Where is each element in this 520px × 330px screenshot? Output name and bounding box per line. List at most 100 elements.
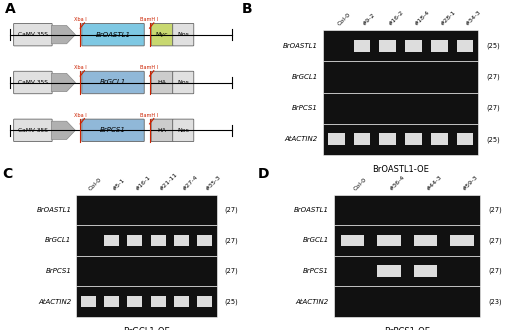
Text: #16-1: #16-1 [135, 174, 152, 191]
Text: Xba I: Xba I [74, 17, 86, 22]
FancyBboxPatch shape [173, 23, 194, 46]
Bar [457, 40, 473, 52]
Bar [174, 235, 189, 246]
FancyBboxPatch shape [14, 23, 52, 46]
Text: Xba I: Xba I [74, 113, 86, 118]
Bar [405, 40, 422, 52]
Bar [323, 61, 478, 92]
Text: BamH I: BamH I [140, 17, 159, 22]
Bar [380, 40, 396, 52]
Text: #9-2: #9-2 [362, 13, 376, 27]
Text: BrPCS1-OE: BrPCS1-OE [384, 327, 430, 330]
Text: BrOASTL1: BrOASTL1 [96, 32, 131, 38]
Text: Col-0: Col-0 [88, 177, 103, 191]
Text: AtACTIN2: AtACTIN2 [296, 299, 329, 305]
Text: (25): (25) [224, 298, 238, 305]
FancyBboxPatch shape [82, 71, 144, 94]
Bar [76, 195, 217, 225]
Text: HA: HA [158, 128, 166, 133]
FancyBboxPatch shape [151, 119, 173, 142]
Text: BrGCL1-OE: BrGCL1-OE [123, 327, 170, 330]
Bar [323, 124, 478, 155]
Text: C: C [3, 167, 13, 181]
Bar [405, 133, 422, 145]
Text: AtACTIN2: AtACTIN2 [284, 136, 318, 142]
Text: #18-4: #18-4 [413, 10, 431, 27]
Text: Xba I: Xba I [74, 65, 86, 70]
Polygon shape [51, 121, 75, 140]
Bar [127, 296, 142, 307]
Bar [341, 235, 365, 246]
Bar [151, 235, 166, 246]
Bar [431, 40, 448, 52]
Text: #5-1: #5-1 [111, 177, 126, 191]
Text: (27): (27) [488, 207, 502, 213]
Text: BamH I: BamH I [140, 113, 159, 118]
FancyBboxPatch shape [151, 71, 173, 94]
Text: (27): (27) [488, 268, 502, 274]
Bar [457, 133, 473, 145]
Bar [174, 296, 189, 307]
Bar [76, 286, 217, 317]
Text: (27): (27) [224, 207, 238, 213]
Polygon shape [51, 25, 75, 44]
Bar [76, 225, 217, 256]
FancyBboxPatch shape [151, 23, 173, 46]
Text: D: D [257, 167, 269, 181]
Text: (23): (23) [488, 298, 502, 305]
Bar [377, 235, 401, 246]
Bar [334, 225, 480, 256]
Text: AtACTIN2: AtACTIN2 [38, 299, 71, 305]
FancyBboxPatch shape [173, 119, 194, 142]
Bar [414, 265, 437, 277]
FancyBboxPatch shape [14, 71, 52, 94]
FancyBboxPatch shape [82, 23, 144, 46]
Bar [127, 235, 142, 246]
Bar [450, 235, 474, 246]
Text: Nos: Nos [177, 128, 189, 133]
Text: #44-3: #44-3 [425, 174, 443, 191]
Polygon shape [51, 73, 75, 92]
Text: A: A [5, 2, 16, 16]
Bar [414, 235, 437, 246]
Bar [354, 133, 370, 145]
Text: Nos: Nos [177, 80, 189, 85]
Text: BrGCL1: BrGCL1 [292, 74, 318, 80]
Bar [104, 296, 119, 307]
Text: BrGCL1: BrGCL1 [100, 80, 126, 85]
Bar [104, 235, 119, 246]
Bar [354, 40, 370, 52]
Text: #28-1: #28-1 [439, 10, 457, 27]
Text: BrGCL1: BrGCL1 [45, 238, 71, 244]
Text: BrPCS1: BrPCS1 [292, 105, 318, 111]
Text: Myc: Myc [156, 32, 168, 37]
Bar [380, 133, 396, 145]
Text: BrOASTL1-OE: BrOASTL1-OE [372, 165, 429, 174]
Text: #35-3: #35-3 [205, 174, 222, 191]
Text: BrGCL1: BrGCL1 [303, 238, 329, 244]
Text: #27-4: #27-4 [181, 174, 199, 191]
Text: CaMV 35S: CaMV 35S [18, 80, 48, 85]
Text: CaMV 35S: CaMV 35S [18, 32, 48, 37]
Bar [334, 195, 480, 225]
Text: #59-3: #59-3 [462, 174, 479, 191]
Bar [323, 30, 478, 61]
Text: B: B [242, 2, 253, 16]
FancyBboxPatch shape [173, 71, 194, 94]
Text: (27): (27) [224, 237, 238, 244]
Text: #36-4: #36-4 [389, 174, 406, 191]
Text: (25): (25) [486, 43, 500, 49]
Text: CaMV 35S: CaMV 35S [18, 128, 48, 133]
Text: BrPCS1: BrPCS1 [100, 127, 126, 133]
FancyBboxPatch shape [82, 119, 144, 142]
Text: #21-11: #21-11 [158, 172, 178, 191]
Text: BrOASTL1: BrOASTL1 [36, 207, 71, 213]
FancyBboxPatch shape [14, 119, 52, 142]
Bar [197, 235, 213, 246]
Text: (27): (27) [486, 74, 500, 80]
Text: (27): (27) [486, 105, 500, 112]
Text: #16-2: #16-2 [388, 10, 405, 27]
Text: (27): (27) [224, 268, 238, 274]
Bar [76, 256, 217, 286]
Bar [81, 296, 96, 307]
